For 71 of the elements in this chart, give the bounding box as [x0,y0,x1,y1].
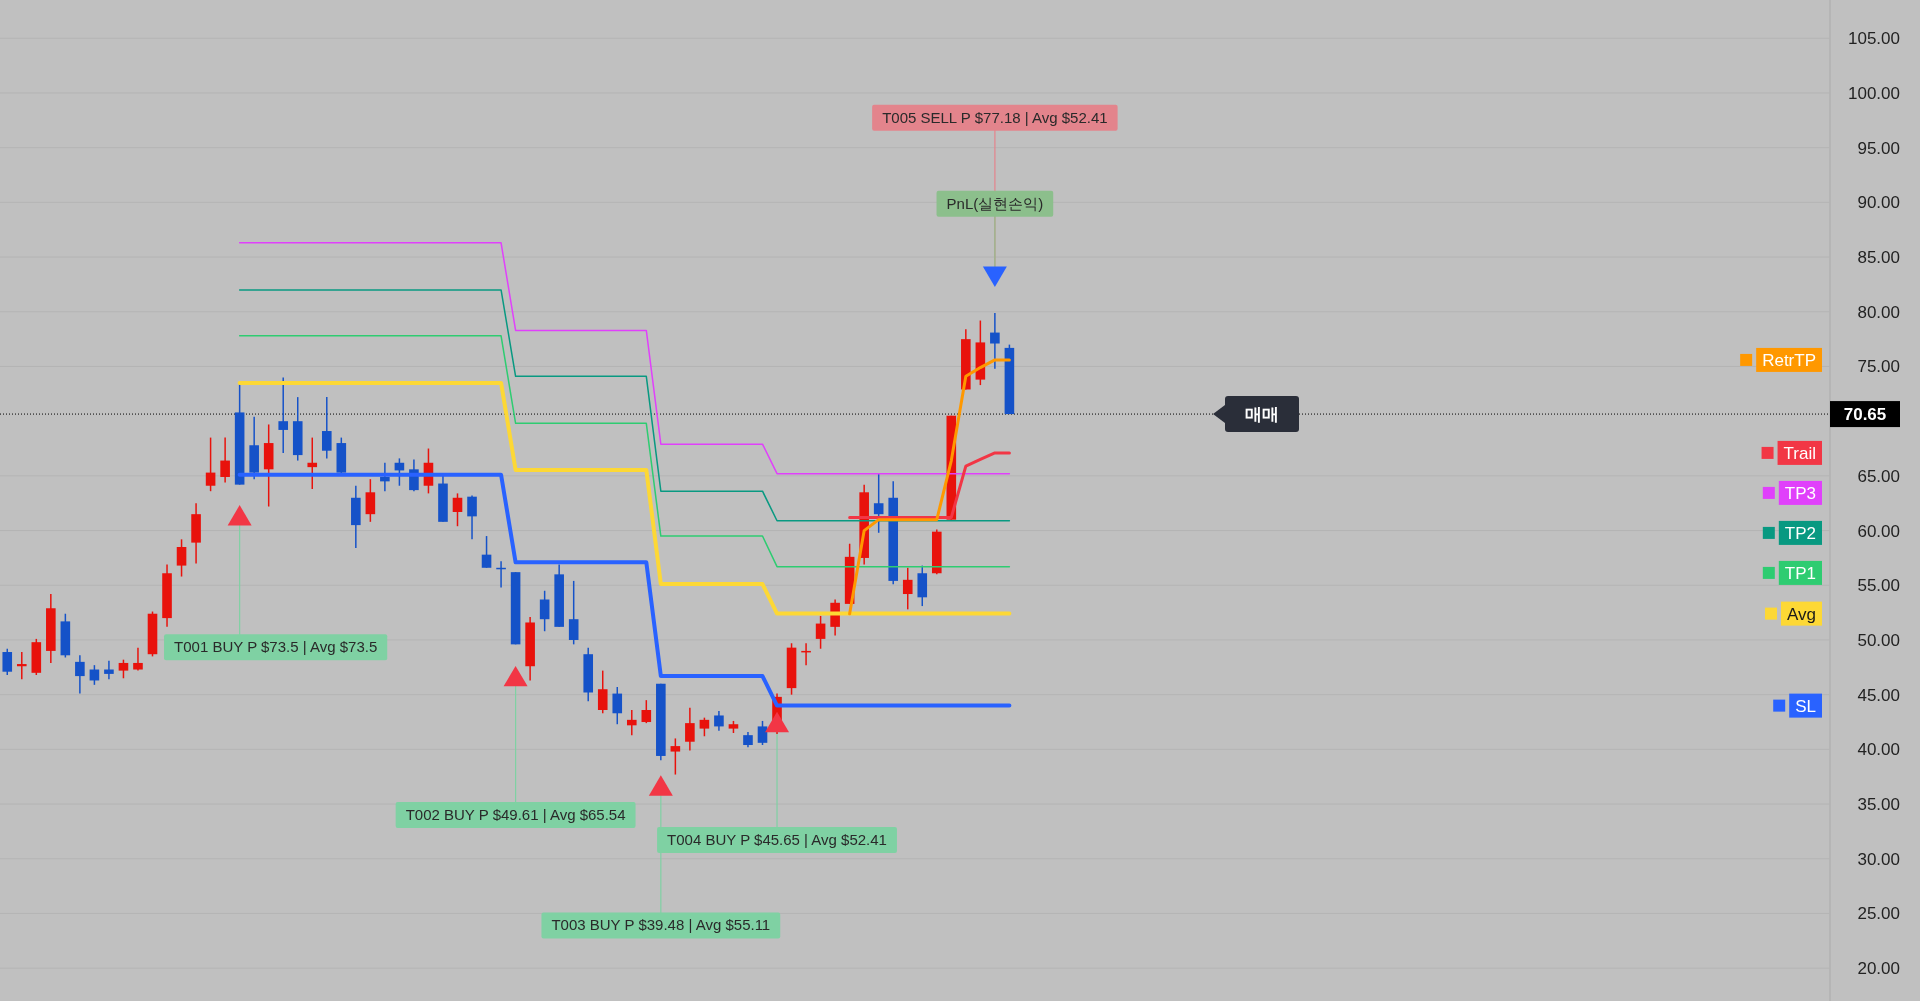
annotation: 매매 [1245,405,1279,425]
candlestick [902,567,913,611]
legend-label: TP2 [1784,523,1816,543]
annotation: PnL(실현손익) [936,190,1054,278]
annotation: 매매 [1213,396,1299,433]
point [765,711,790,733]
y-tick-label: 25.00 [1857,904,1900,924]
candlestick [467,494,477,541]
y-tick-label: 50.00 [1857,630,1900,650]
candlestick [452,492,463,527]
candlestick [16,651,27,681]
y-tick-label: 30.00 [1857,849,1900,869]
candlestick [626,709,637,736]
candlestick [612,686,623,725]
y-tick-label: 40.00 [1857,740,1900,760]
y-tick-label: 90.00 [1857,193,1900,213]
candlestick [873,472,884,534]
candlestick [104,660,114,681]
candlestick [990,312,1000,370]
candlestick [321,396,332,460]
candlestick [205,436,216,492]
legend-label: RetrTP [1762,350,1816,370]
annotation: T005 SELL P $77.18 | Avg $52.41 [882,108,1108,126]
candlestick [278,376,289,454]
candlestick [380,462,390,492]
legend-label: TP3 [1784,483,1816,503]
legend-label: Trail [1783,443,1816,463]
legend-label: SL [1795,696,1816,716]
annotation: T003 BUY P $39.48 | Avg $55.11 [551,916,771,934]
candlestick [670,737,681,776]
y-tick-label: 20.00 [1857,959,1900,979]
y-tick-label: 75.00 [1857,357,1900,377]
annotation: PnL(실현손익) [946,194,1044,212]
y-tick-label: 35.00 [1857,795,1900,815]
annotation: T002 BUY P $49.61 | Avg $65.54 [405,806,626,824]
legend-label: TP1 [1784,563,1816,583]
y-tick-label: 100.00 [1848,83,1900,103]
candlestick [118,658,129,680]
y-tick-label: 80.00 [1857,302,1900,322]
y-tick-label: 60.00 [1857,521,1900,541]
candlestick [685,707,695,752]
candlestick [365,478,376,523]
annotation: T001 BUY P $73.5 | Avg $73.5 [174,638,378,656]
legend-label: Avg [1787,604,1816,624]
y-tick-label: 85.00 [1857,248,1900,268]
point [503,665,528,687]
point [648,775,673,796]
y-tick-label: 45.00 [1857,685,1900,705]
y-tick-label: 95.00 [1857,138,1900,158]
candlestick [481,535,492,569]
candlestick [307,436,318,490]
y-tick-label: 55.00 [1857,576,1900,596]
candlestick [597,669,608,715]
candlestick [815,615,826,650]
candlestick [176,538,187,578]
candlestick [75,654,85,695]
candlestick [699,716,710,737]
y-tick-label: 65.00 [1857,466,1900,486]
price-tag: 70.65 [1830,401,1900,428]
y-tick-label: 105.00 [1848,29,1900,49]
ref-line-label: 70.65 [1843,405,1887,425]
candlestick [757,720,768,746]
candlestick [539,590,550,632]
candlestick [2,647,13,676]
point [227,505,252,526]
candlestick [568,580,579,646]
annotation: T004 BUY P $45.65 | Avg $52.41 [667,831,887,849]
candlestick [641,699,652,724]
candlestick [220,436,230,484]
candlestick [714,710,724,732]
candlestick [133,646,143,672]
